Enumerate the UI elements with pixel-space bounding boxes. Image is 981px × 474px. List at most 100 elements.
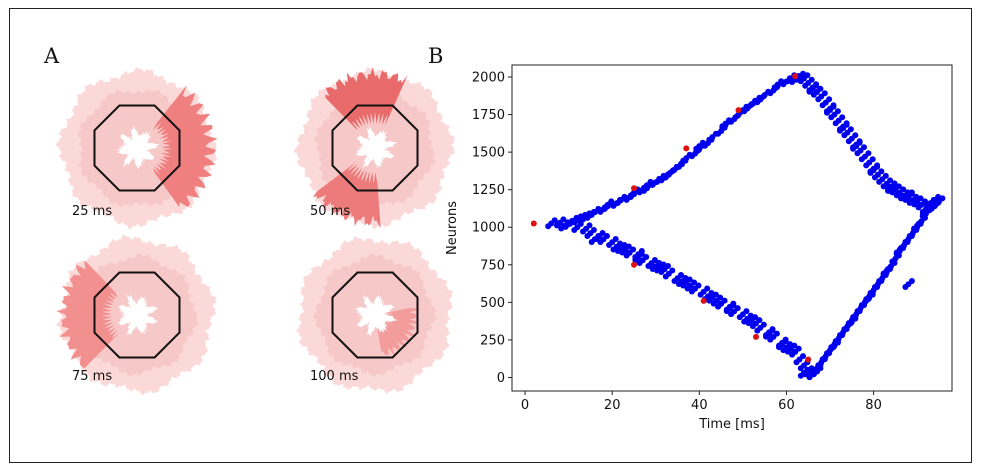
spike-point bbox=[630, 246, 637, 253]
spike-point bbox=[882, 172, 889, 179]
spike-point bbox=[658, 177, 665, 184]
spike-point bbox=[845, 138, 852, 145]
x-tick-label: 80 bbox=[865, 398, 882, 413]
stimulus-spike-point bbox=[792, 73, 799, 80]
stimulus-spike-point bbox=[805, 356, 812, 363]
spike-point bbox=[743, 308, 750, 315]
octagon-outline bbox=[93, 271, 181, 359]
spike-point bbox=[871, 174, 878, 181]
spike-point bbox=[684, 285, 691, 292]
spike-point bbox=[810, 371, 817, 378]
spike-point bbox=[545, 223, 552, 230]
plot-axes-frame bbox=[511, 64, 953, 392]
spike-point bbox=[564, 219, 571, 226]
spike-point bbox=[824, 109, 830, 116]
spike-point bbox=[599, 230, 606, 236]
y-tick-label: 250 bbox=[480, 333, 505, 348]
spike-point bbox=[885, 187, 891, 194]
y-tick-label: 2000 bbox=[472, 71, 505, 86]
spike-point bbox=[588, 239, 595, 245]
spike-point bbox=[553, 222, 560, 229]
spike-point bbox=[778, 78, 785, 85]
active-wave-region bbox=[312, 162, 381, 228]
spike-point bbox=[660, 261, 667, 268]
spike-point bbox=[802, 82, 809, 89]
spike-point bbox=[902, 284, 909, 290]
spike-point bbox=[891, 181, 898, 188]
spike-point bbox=[688, 288, 695, 295]
spike-point bbox=[688, 153, 695, 160]
spike-point bbox=[928, 204, 935, 211]
snapshot-time-label: 75 ms bbox=[72, 369, 113, 384]
spike-point bbox=[858, 302, 865, 309]
spike-point bbox=[810, 91, 817, 98]
spike-point bbox=[902, 195, 909, 202]
snapshot-time-label: 25 ms bbox=[72, 204, 113, 219]
spike-point bbox=[610, 202, 617, 209]
spike-point bbox=[754, 327, 761, 334]
spike-point bbox=[651, 257, 658, 263]
spike-point bbox=[767, 336, 774, 343]
spike-point bbox=[784, 348, 791, 355]
octagon-outline bbox=[331, 271, 419, 359]
spike-point bbox=[813, 82, 820, 89]
spike-point bbox=[852, 315, 859, 322]
spike-point bbox=[730, 302, 737, 309]
spike-point bbox=[782, 338, 789, 345]
spike-point bbox=[612, 236, 619, 242]
spike-point bbox=[850, 145, 857, 152]
spike-point bbox=[939, 195, 946, 202]
spike-point bbox=[767, 90, 774, 97]
y-tick-label: 750 bbox=[480, 258, 505, 273]
stimulus-spike-point bbox=[753, 333, 759, 340]
spike-point bbox=[908, 189, 915, 196]
spike-point bbox=[865, 150, 872, 157]
spike-point bbox=[837, 332, 843, 339]
spike-point bbox=[795, 345, 802, 352]
spike-point bbox=[608, 198, 615, 205]
spike-point bbox=[678, 160, 684, 167]
stimulus-spike-point bbox=[631, 185, 637, 192]
spike-point bbox=[819, 102, 826, 109]
spike-point bbox=[900, 243, 907, 250]
spike-point bbox=[789, 79, 796, 85]
spike-point bbox=[828, 345, 835, 352]
spike-point bbox=[671, 166, 678, 173]
spike-point bbox=[845, 321, 852, 328]
spike-point bbox=[793, 359, 800, 366]
spike-point bbox=[858, 156, 865, 163]
spike-point bbox=[893, 249, 900, 256]
x-tick-label: 60 bbox=[778, 398, 795, 413]
spike-point bbox=[632, 254, 639, 260]
spike-point bbox=[669, 267, 676, 274]
spike-point bbox=[919, 211, 926, 218]
stimulus-spike-point bbox=[530, 220, 537, 227]
spike-point bbox=[623, 196, 630, 203]
spike-point bbox=[789, 351, 796, 358]
spike-point bbox=[832, 120, 839, 127]
spike-point bbox=[712, 291, 719, 298]
spike-point bbox=[900, 186, 907, 193]
spike-point bbox=[571, 219, 578, 226]
spike-point bbox=[917, 195, 924, 202]
spike-point bbox=[623, 252, 630, 259]
spike-point bbox=[837, 127, 843, 134]
spike-point bbox=[706, 297, 713, 304]
spike-point bbox=[586, 222, 593, 229]
y-tick-label: 1500 bbox=[472, 146, 505, 161]
spike-point bbox=[614, 199, 621, 206]
network-center bbox=[118, 294, 159, 336]
x-tick-label: 40 bbox=[691, 398, 708, 413]
spike-point bbox=[861, 144, 867, 151]
spike-point bbox=[863, 162, 870, 169]
spike-point bbox=[756, 317, 763, 324]
spike-point bbox=[828, 114, 835, 121]
spike-point bbox=[847, 126, 854, 133]
y-tick-label: 500 bbox=[480, 296, 505, 311]
spike-point bbox=[597, 208, 604, 215]
spike-point bbox=[686, 276, 693, 283]
spike-point bbox=[841, 132, 848, 139]
y-tick-label: 1750 bbox=[472, 108, 505, 123]
spike-point bbox=[665, 171, 671, 178]
spike-point bbox=[804, 72, 811, 79]
